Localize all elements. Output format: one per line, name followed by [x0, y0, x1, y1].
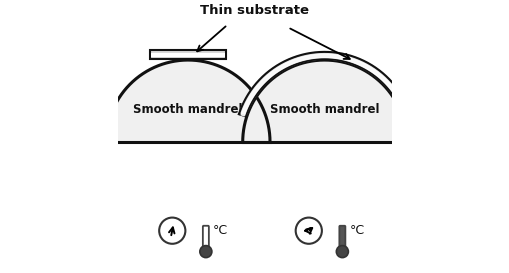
- Polygon shape: [242, 60, 406, 142]
- Text: °C: °C: [213, 224, 228, 237]
- Text: Smooth mandrel: Smooth mandrel: [133, 103, 242, 116]
- FancyBboxPatch shape: [338, 226, 345, 251]
- Text: Thin substrate: Thin substrate: [200, 4, 309, 17]
- Circle shape: [200, 246, 211, 258]
- Polygon shape: [241, 54, 407, 116]
- Text: Smooth mandrel: Smooth mandrel: [269, 103, 379, 116]
- Bar: [150, 50, 226, 59]
- Polygon shape: [238, 52, 410, 116]
- FancyBboxPatch shape: [203, 226, 209, 251]
- Bar: [151, 52, 224, 57]
- Circle shape: [336, 246, 348, 258]
- Polygon shape: [106, 60, 269, 142]
- Text: °C: °C: [349, 224, 364, 237]
